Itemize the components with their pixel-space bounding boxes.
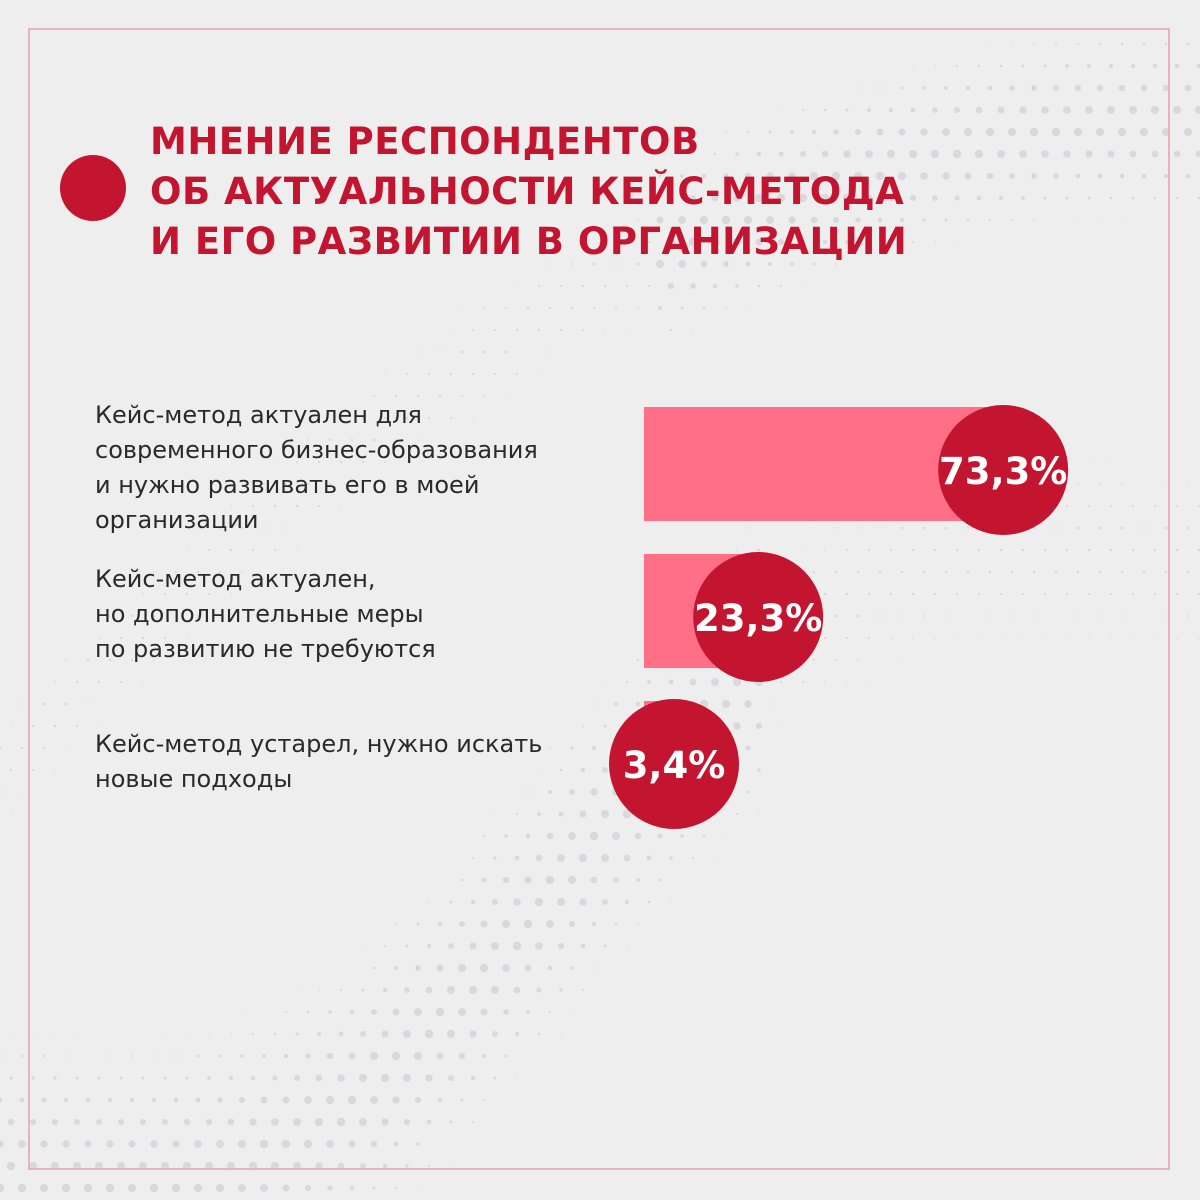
title-line: МНЕНИЕ РЕСПОНДЕНТОВ (150, 120, 700, 163)
title-bullet-icon (60, 155, 126, 221)
value-label-3: 3,4% (623, 744, 726, 787)
title-line: ОБ АКТУАЛЬНОСТИ КЕЙС-МЕТОДА (150, 170, 905, 213)
page-title: МНЕНИЕ РЕСПОНДЕНТОВ ОБ АКТУАЛЬНОСТИ КЕЙС… (150, 117, 1050, 267)
category-label-3: Кейс-метод устарел, нужно искать новые п… (95, 727, 615, 797)
category-label-line: организации (95, 506, 259, 534)
category-label-line: и нужно развивать его в моей (95, 471, 480, 499)
value-circle-3 (609, 699, 739, 829)
category-label-line: Кейс-метод актуален для (95, 401, 422, 429)
category-label-line: современного бизнес-образования (95, 436, 538, 464)
category-label-line: Кейс-метод актуален, (95, 565, 376, 593)
category-label-line: новые подходы (95, 765, 293, 793)
category-label-line: Кейс-метод устарел, нужно искать (95, 730, 543, 758)
category-label-line: но дополнительные меры (95, 600, 424, 628)
page-frame (28, 28, 1170, 1170)
value-circle-2 (693, 552, 824, 682)
value-label-1: 73,3% (939, 450, 1067, 493)
value-label-2: 23,3% (694, 597, 822, 640)
category-label-1: Кейс-метод актуален для современного биз… (95, 398, 615, 538)
value-circle-1 (938, 405, 1069, 535)
category-label-line: по развитию не требуются (95, 635, 436, 663)
title-line: И ЕГО РАЗВИТИИ В ОРГАНИЗАЦИИ (150, 220, 908, 263)
category-label-2: Кейс-метод актуален, но дополнительные м… (95, 562, 615, 667)
